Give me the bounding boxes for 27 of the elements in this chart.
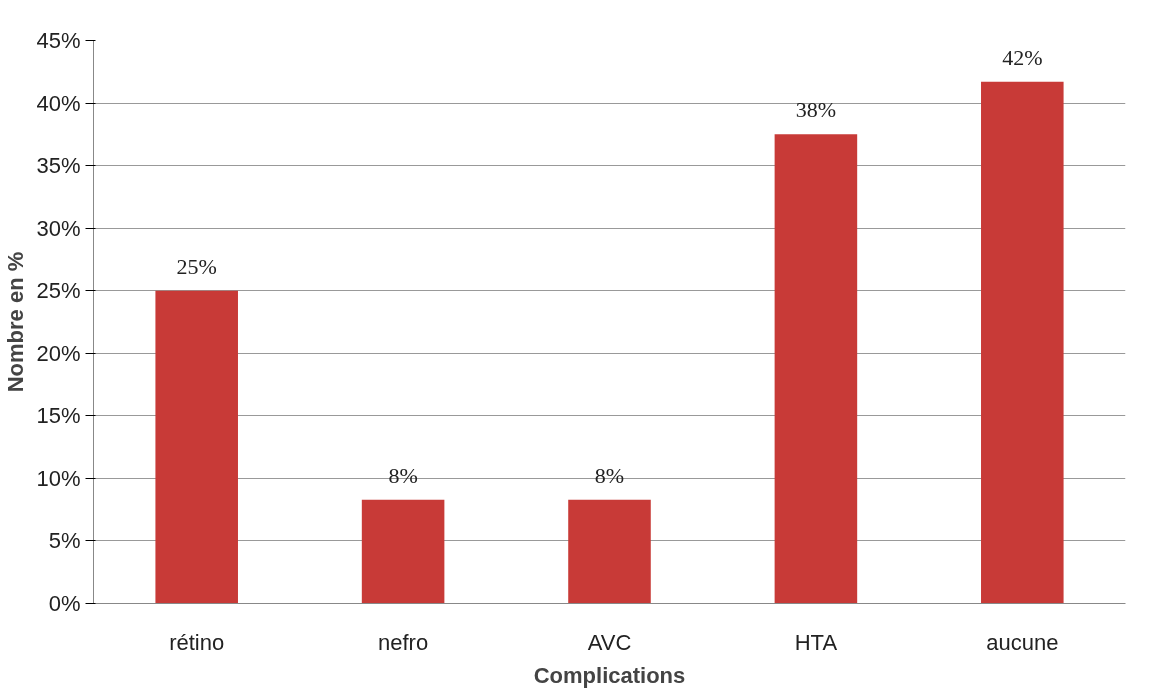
x-tick-label: rétino [169,629,225,655]
x-tick-label: HTA [794,629,838,655]
y-tick-label: 0% [48,591,81,616]
y-axis-title: Nombre en % [3,251,29,393]
data-label: 38% [795,97,837,123]
y-tick-label: 40% [36,90,81,116]
x-axis-title: Complications [533,662,686,688]
data-label: 8% [594,462,625,488]
y-tick-label: 20% [36,340,81,366]
y-tick-label: 15% [36,403,81,429]
y-tick-label: 25% [36,278,81,304]
bar [774,134,858,604]
x-tick-label: aucune [986,629,1059,655]
x-tick-label: AVC [587,629,632,655]
y-tick-label: 45% [36,28,81,53]
data-label: 8% [388,462,418,488]
y-tick-label: 35% [36,153,81,179]
bar [155,290,238,604]
bar [981,81,1064,604]
data-label: 42% [1002,44,1043,70]
bar [361,499,445,604]
data-label: 25% [176,253,217,279]
y-tick-label: 5% [48,528,81,554]
x-tick-label: nefro [378,629,429,655]
bar [568,499,651,604]
y-tick-label: 30% [36,215,81,241]
y-tick-label: 10% [36,465,81,491]
